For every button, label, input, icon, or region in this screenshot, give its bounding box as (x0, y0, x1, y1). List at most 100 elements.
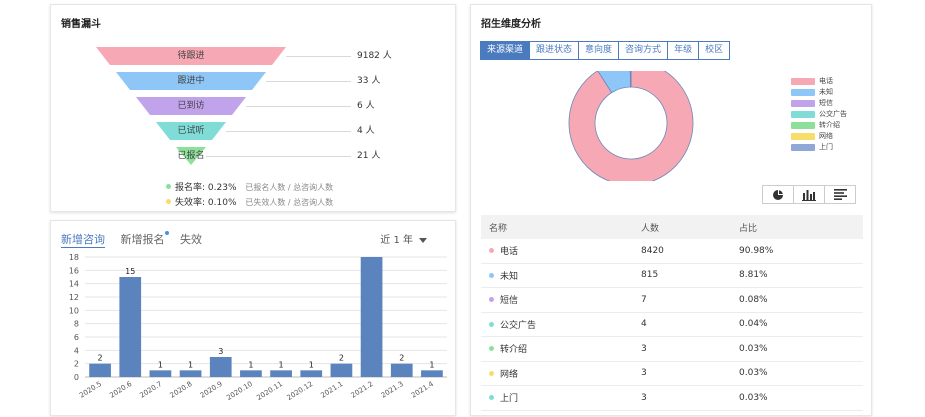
cell-name: 网络 (481, 367, 641, 380)
table-row: 网络 3 0.03% (481, 362, 863, 386)
pie-view-button[interactable] (762, 185, 794, 204)
x-tick-label: 2020.9 (199, 380, 224, 400)
funnel-stage-trapezoid (96, 47, 286, 65)
cell-pct: 0.03% (739, 368, 768, 379)
cell-pct: 0.04% (739, 319, 768, 330)
caret-down-icon (419, 237, 427, 243)
bar[interactable] (89, 363, 111, 377)
segment-button[interactable]: 意向度 (578, 41, 620, 60)
legend-swatch (791, 143, 815, 151)
row-name: 电话 (500, 247, 519, 258)
bar-chart-icon (802, 189, 816, 201)
legend-label: 短信 (819, 99, 833, 107)
x-tick-label: 2020.11 (255, 380, 284, 402)
bar[interactable] (360, 257, 383, 377)
bar-data-label: 1 (279, 360, 284, 369)
bar[interactable] (421, 370, 443, 377)
cell-count: 4 (641, 319, 647, 330)
invalid-rate-desc: 已失效人数 / 总咨询人数 (245, 198, 334, 207)
segment-button[interactable]: 咨询方式 (618, 41, 669, 60)
legend-item[interactable]: 转介绍 (791, 121, 847, 132)
row-color-dot (489, 370, 494, 376)
segment-button[interactable]: 来源渠道 (480, 41, 531, 60)
funnel-stage-value: 9182 人 (357, 51, 392, 61)
cell-name: 转介绍 (481, 342, 641, 355)
segment-button[interactable]: 跟进状态 (529, 41, 580, 60)
y-tick-label: 0 (74, 373, 79, 382)
bar[interactable] (330, 363, 353, 377)
bar-data-label: 2 (399, 354, 404, 363)
table-row: 转介绍 3 0.03% (481, 337, 863, 362)
legend-label: 网络 (819, 132, 833, 140)
tab-new-signup[interactable]: 新增报名 (120, 233, 165, 246)
header-pct: 占比 (739, 223, 758, 234)
legend-swatch (791, 99, 815, 107)
bar[interactable] (390, 363, 413, 377)
tab-invalid[interactable]: 失效 (180, 233, 202, 246)
funnel-stage-trapezoid (176, 147, 206, 165)
list-view-button[interactable] (824, 185, 856, 204)
bar[interactable] (300, 370, 323, 377)
legend-item[interactable]: 电话 (791, 77, 847, 88)
row-name: 网络 (500, 369, 519, 380)
dimension-title: 招生维度分析 (481, 19, 541, 30)
donut-legend: 电话未知 短信公交广告 转介绍 网络上门 (791, 77, 847, 154)
legend-item[interactable]: 公交广告 (791, 110, 847, 121)
bar-data-label: 2 (339, 354, 344, 363)
legend-swatch (791, 121, 815, 129)
segment-button[interactable]: 校区 (698, 41, 731, 60)
bar[interactable] (179, 370, 202, 377)
enrollment-dimension-card: 招生维度分析 来源渠道 跟进状态 意向度 咨询方式 年级 校区 电话 未知 短信 公交广告 转介绍… (470, 4, 872, 416)
funnel-stage: 跟进中 33 人 (51, 72, 457, 90)
segment-button[interactable]: 年级 (667, 41, 700, 60)
legend-item[interactable]: 短信 (791, 99, 847, 110)
row-name: 短信 (500, 296, 519, 307)
funnel-leader-line (286, 56, 351, 57)
y-tick-label: 12 (69, 293, 79, 302)
invalid-rate-value: 0.10% (207, 198, 237, 208)
funnel-leader-line (226, 131, 351, 132)
signup-rate-dot (166, 184, 171, 189)
period-select[interactable]: 近 1 年 (380, 231, 427, 246)
x-tick-label: 2021.1 (319, 380, 344, 400)
bar-view-button[interactable] (793, 185, 825, 204)
donut-slice[interactable] (597, 71, 631, 94)
bar-data-label: 15 (125, 267, 135, 276)
tab-new-signup-wrap[interactable]: 新增报名 (120, 231, 169, 246)
row-name: 转介绍 (500, 345, 528, 356)
row-name: 公交广告 (500, 320, 537, 331)
bar[interactable] (240, 370, 262, 377)
cell-name: 短信 (481, 293, 641, 306)
signup-rate-value: 0.23% (207, 183, 237, 193)
bar[interactable] (119, 277, 142, 377)
funnel-stage-trapezoid (156, 122, 226, 140)
legend-item[interactable]: 未知 (791, 88, 847, 99)
funnel-stage: 已到访 6 人 (51, 97, 457, 115)
funnel-stage-trapezoid (116, 72, 266, 90)
funnel-stage: 已报名 21 人 (51, 147, 457, 165)
row-color-dot (489, 248, 494, 254)
bar[interactable] (270, 370, 292, 377)
bar[interactable] (149, 370, 172, 377)
y-tick-label: 18 (69, 253, 79, 262)
tab-new-inquiry[interactable]: 新增咨询 (61, 233, 105, 248)
cell-name: 电话 (481, 244, 641, 257)
legend-swatch (791, 88, 815, 96)
legend-item[interactable]: 网络 (791, 132, 847, 143)
cell-pct: 90.98% (739, 245, 774, 256)
donut-slice[interactable] (568, 71, 694, 181)
funnel-title: 销售漏斗 (61, 19, 101, 30)
legend-item[interactable]: 上门 (791, 143, 847, 154)
bar[interactable] (209, 357, 232, 377)
x-tick-label: 2020.10 (225, 380, 254, 402)
bar-data-label: 1 (429, 360, 434, 369)
y-tick-label: 8 (74, 320, 79, 329)
cell-count: 8420 (641, 245, 664, 256)
funnel-leader-line (206, 156, 351, 157)
funnel-leader-line (246, 106, 351, 107)
cell-pct: 0.08% (739, 294, 768, 305)
legend-label: 电话 (819, 77, 833, 85)
dimension-segments: 来源渠道 跟进状态 意向度 咨询方式 年级 校区 (480, 41, 731, 60)
y-tick-label: 2 (74, 360, 79, 369)
legend-swatch (791, 110, 815, 118)
